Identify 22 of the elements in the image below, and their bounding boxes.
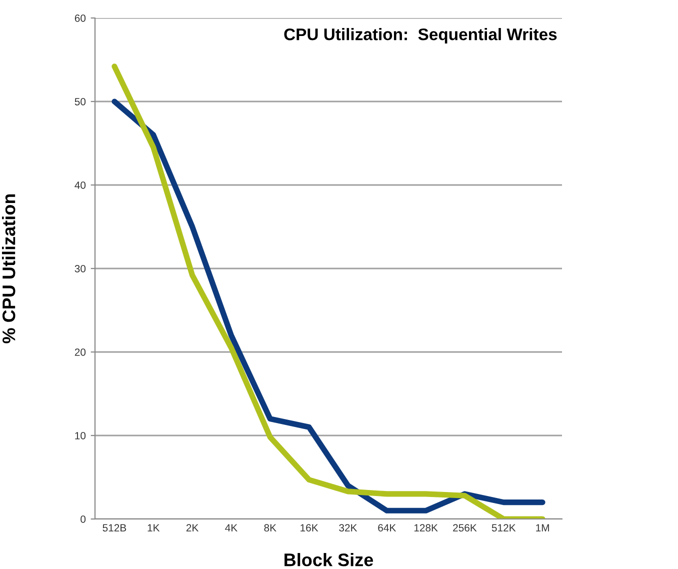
y-tick-label: 0 (80, 516, 86, 523)
y-tick-label: 40 (74, 182, 86, 189)
x-tick-label: 128K (414, 524, 438, 532)
y-tick-label: 10 (75, 432, 86, 440)
x-tick-label: 32K (339, 524, 358, 532)
x-tick-label: 256K (453, 524, 477, 532)
x-tick-label: 16K (300, 524, 318, 532)
x-tick-label: 512B (102, 524, 126, 532)
y-tick-label: 20 (74, 348, 86, 356)
x-axis-title: Block Size (284, 553, 374, 566)
y-tick-label: 30 (74, 265, 86, 272)
y-axis-title: % CPU Utilization (2, 194, 16, 344)
x-tick-label: 1M (536, 524, 549, 532)
x-tick-label: 64K (378, 524, 396, 532)
x-tick-label: 2K (186, 524, 199, 532)
x-tick-label: 512K (492, 524, 516, 532)
text: CPU Utilization: Sequential Writes (284, 28, 557, 44)
y-tick-label: 50 (74, 98, 86, 106)
y-tick-label: 60 (74, 14, 86, 22)
x-tick-label: 8K (264, 524, 276, 532)
x-tick-label: 4K (225, 524, 238, 532)
x-tick-label: 1K (148, 524, 160, 532)
